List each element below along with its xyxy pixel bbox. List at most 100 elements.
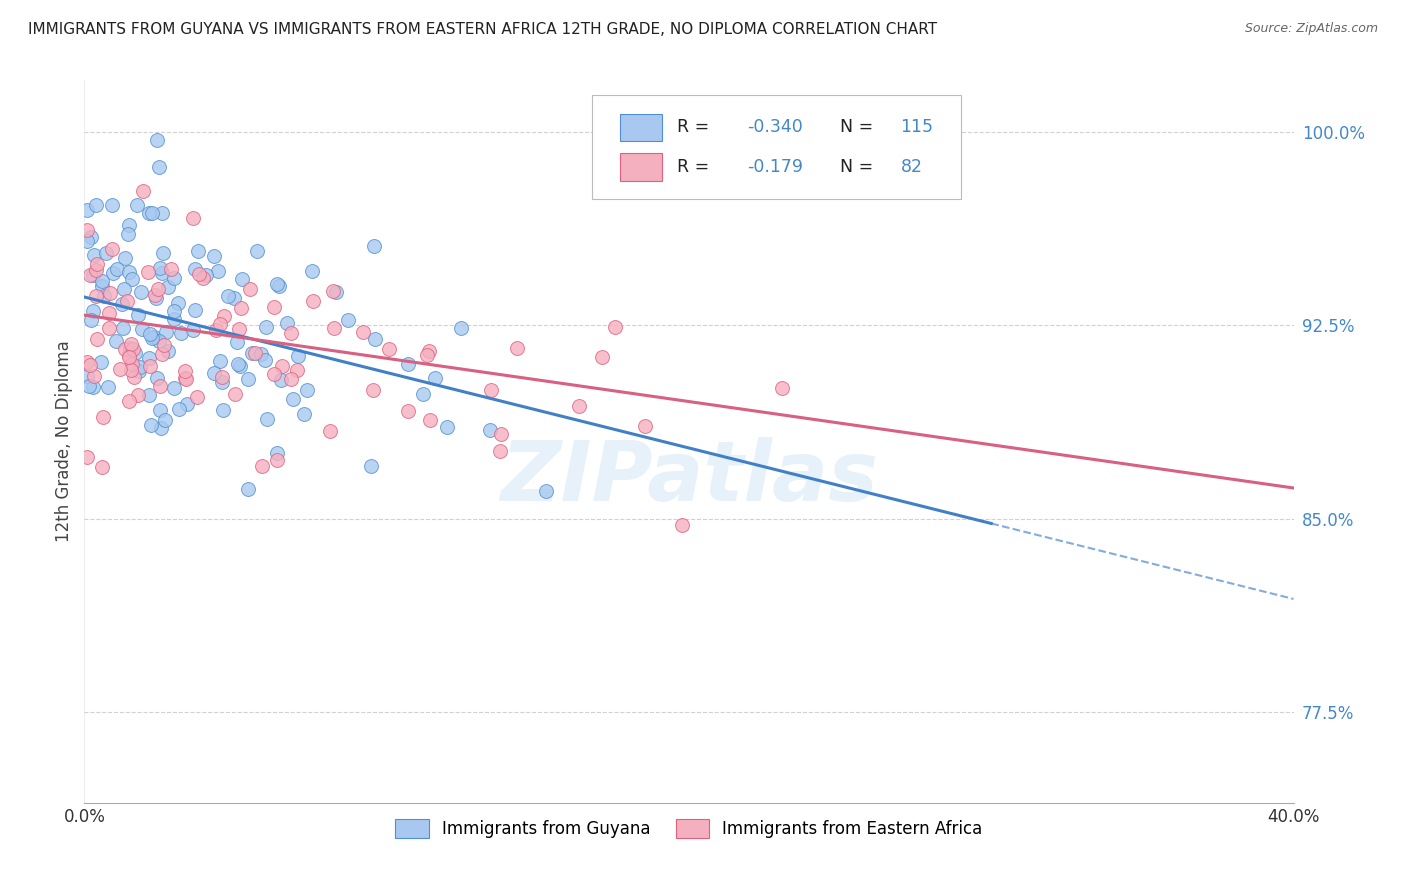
Point (770, 382, 793, 396)
Point (83, 247, 105, 261)
Point (287, 349, 309, 363)
Point (360, 458, 382, 473)
Point (236, 482, 259, 496)
Point (138, 359, 160, 374)
Point (149, 379, 172, 393)
Point (76, 450, 98, 464)
Point (591, 350, 613, 364)
Point (205, 323, 228, 337)
Point (208, 318, 231, 332)
Point (352, 326, 374, 340)
Point (80, 312, 103, 326)
Point (91, 410, 114, 425)
Point (138, 206, 160, 220)
Bar (620, 113, 662, 141)
Point (174, 372, 197, 386)
Point (79, 359, 101, 373)
Point (217, 289, 239, 303)
Point (270, 373, 292, 387)
Point (157, 344, 180, 359)
Point (176, 396, 198, 410)
Point (269, 279, 291, 293)
Point (148, 160, 170, 174)
Point (167, 295, 190, 310)
Point (98, 306, 121, 320)
Point (436, 420, 458, 434)
Text: N =: N = (841, 158, 884, 176)
Point (153, 413, 176, 427)
Point (118, 218, 141, 232)
Text: ZIPatlas: ZIPatlas (501, 437, 877, 518)
Point (207, 263, 229, 277)
Point (146, 371, 169, 385)
Point (118, 341, 141, 355)
Point (121, 357, 143, 371)
Point (211, 375, 233, 389)
Point (256, 320, 278, 334)
Point (82, 380, 104, 394)
Point (222, 291, 245, 305)
Point (84, 198, 107, 212)
Point (152, 245, 174, 260)
Point (250, 458, 273, 473)
Point (169, 326, 191, 340)
Point (415, 348, 437, 362)
Point (236, 371, 259, 385)
Point (84, 289, 107, 303)
Point (266, 277, 288, 291)
Point (167, 402, 190, 417)
Point (121, 342, 143, 356)
Text: IMMIGRANTS FROM GUYANA VS IMMIGRANTS FROM EASTERN AFRICA 12TH GRADE, NO DIPLOMA : IMMIGRANTS FROM GUYANA VS IMMIGRANTS FRO… (28, 22, 938, 37)
Point (128, 364, 150, 378)
Point (83, 369, 105, 384)
Point (263, 300, 285, 314)
Point (129, 285, 152, 299)
Point (148, 334, 170, 348)
Point (240, 345, 263, 359)
Point (127, 308, 149, 322)
Point (122, 370, 145, 384)
Point (100, 242, 122, 256)
Point (82, 303, 104, 318)
Point (146, 282, 169, 296)
Point (155, 326, 177, 340)
Point (266, 453, 288, 467)
Point (139, 417, 162, 432)
Point (173, 371, 195, 385)
Point (76, 368, 98, 383)
Point (101, 198, 124, 212)
Point (124, 346, 146, 360)
Point (117, 227, 139, 242)
Point (337, 312, 360, 326)
Point (256, 411, 278, 425)
Point (118, 348, 141, 362)
Point (363, 239, 385, 253)
Point (285, 363, 308, 377)
Point (325, 285, 347, 300)
Point (90, 460, 112, 475)
Point (141, 331, 163, 345)
Point (82, 268, 104, 282)
Point (115, 293, 138, 308)
Point (112, 320, 135, 334)
Point (229, 359, 252, 373)
Point (191, 271, 214, 285)
Point (323, 320, 346, 334)
Point (425, 371, 447, 385)
Point (292, 407, 315, 421)
Point (239, 282, 262, 296)
Point (150, 347, 173, 361)
Point (253, 353, 276, 368)
Point (534, 483, 557, 498)
Point (605, 320, 627, 334)
Point (212, 310, 235, 324)
Point (114, 342, 136, 356)
Point (97, 379, 120, 393)
Point (148, 261, 170, 276)
Point (152, 206, 174, 220)
Point (211, 370, 233, 384)
Point (363, 383, 385, 397)
Point (250, 347, 273, 361)
Point (246, 244, 269, 258)
Text: -0.179: -0.179 (747, 158, 803, 176)
